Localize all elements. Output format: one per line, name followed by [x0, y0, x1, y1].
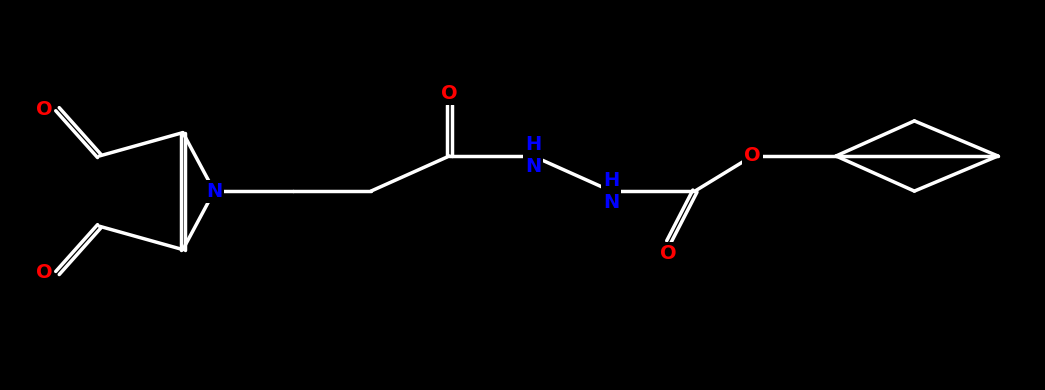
Text: O: O [744, 147, 761, 165]
Text: O: O [660, 244, 677, 263]
Text: O: O [36, 264, 52, 282]
Text: H
N: H N [525, 135, 541, 177]
Text: H
N: H N [603, 170, 620, 212]
Text: N: N [206, 182, 223, 200]
Text: O: O [441, 84, 458, 103]
Text: O: O [36, 100, 52, 119]
